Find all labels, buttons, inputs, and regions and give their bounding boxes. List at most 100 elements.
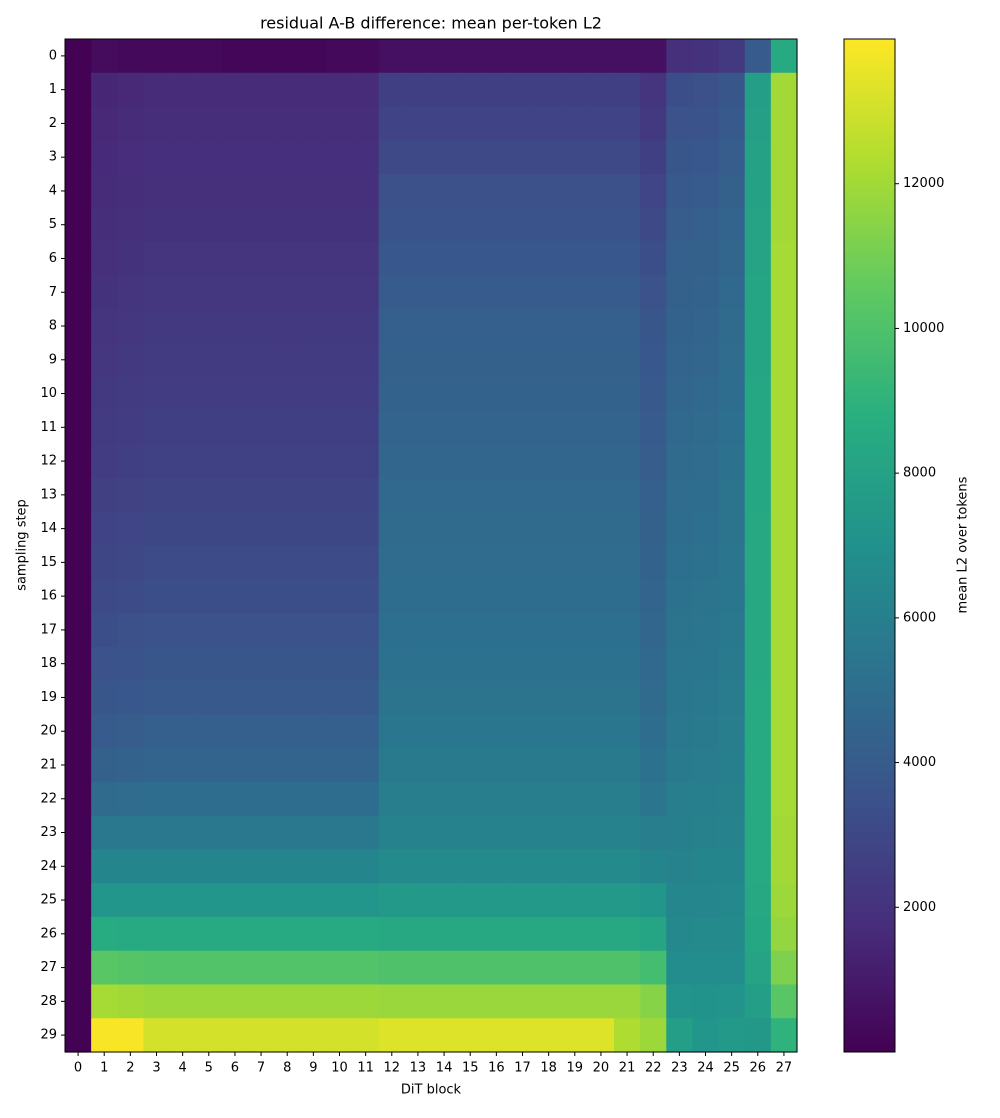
x-tick-label: 2 xyxy=(126,1061,134,1076)
heatmap-cell xyxy=(352,106,380,141)
heatmap-cell xyxy=(404,174,432,209)
heatmap-cell xyxy=(143,680,171,715)
heatmap-cell xyxy=(169,207,197,243)
heatmap-cell xyxy=(300,883,328,918)
heatmap-cell xyxy=(274,781,301,817)
heatmap-cell xyxy=(221,613,249,648)
heatmap-cell xyxy=(404,579,432,614)
heatmap-cell xyxy=(718,477,746,513)
heatmap-cell xyxy=(143,950,171,986)
heatmap-cell xyxy=(143,748,171,783)
heatmap-cell xyxy=(535,1018,563,1053)
heatmap-cell xyxy=(744,680,772,715)
heatmap-cell xyxy=(666,579,694,614)
heatmap-cell xyxy=(143,849,171,884)
heatmap-cell xyxy=(169,376,197,412)
heatmap-cell xyxy=(248,849,275,884)
heatmap-cell xyxy=(326,781,354,817)
y-tick-label: 26 xyxy=(40,926,57,941)
heatmap-cell xyxy=(770,781,798,817)
heatmap-cell xyxy=(326,309,354,344)
heatmap-cell xyxy=(378,545,406,580)
heatmap-cell xyxy=(744,309,772,344)
heatmap-cell xyxy=(117,241,145,276)
heatmap-cell xyxy=(770,1018,798,1053)
heatmap-cell xyxy=(404,511,432,547)
heatmap-cell xyxy=(65,410,92,445)
heatmap-cell xyxy=(91,39,118,74)
heatmap-cell xyxy=(587,444,615,479)
heatmap-cell xyxy=(744,275,772,310)
y-tick-label: 21 xyxy=(40,757,57,772)
heatmap-cell xyxy=(91,207,118,243)
heatmap-cell xyxy=(692,275,720,310)
heatmap-cell xyxy=(431,613,458,648)
heatmap-cell xyxy=(457,376,484,412)
y-tick-label: 0 xyxy=(49,48,57,63)
heatmap-cell xyxy=(404,275,432,310)
heatmap-cell xyxy=(274,342,301,378)
heatmap-cell xyxy=(143,613,171,648)
heatmap-cell xyxy=(587,950,615,986)
heatmap-cell xyxy=(535,207,563,243)
heatmap-cell xyxy=(248,444,275,479)
heatmap-cell xyxy=(509,1018,537,1053)
heatmap-cell xyxy=(195,140,223,175)
x-tick-label: 15 xyxy=(462,1061,479,1076)
heatmap-cell xyxy=(169,174,197,209)
heatmap-cell xyxy=(195,545,223,580)
heatmap-cell xyxy=(378,984,406,1019)
heatmap-cell xyxy=(378,579,406,614)
heatmap-cell xyxy=(692,646,720,682)
heatmap-cell xyxy=(274,241,301,276)
heatmap-cell xyxy=(221,477,249,513)
heatmap-cell xyxy=(117,748,145,783)
heatmap-cell xyxy=(431,309,458,344)
heatmap-cell xyxy=(770,376,798,412)
heatmap-cell xyxy=(117,477,145,513)
heatmap-cell xyxy=(457,714,484,749)
heatmap-cell xyxy=(274,849,301,884)
heatmap-cell xyxy=(535,511,563,547)
heatmap-cell xyxy=(692,916,720,952)
heatmap-cell xyxy=(169,511,197,547)
heatmap-cell xyxy=(65,680,92,715)
heatmap-cell xyxy=(744,241,772,276)
y-tick-label: 1 xyxy=(49,82,57,97)
heatmap-cell xyxy=(195,275,223,310)
heatmap-cell xyxy=(431,376,458,412)
heatmap-cell xyxy=(117,950,145,986)
heatmap-cell xyxy=(640,680,667,715)
heatmap-cell xyxy=(483,376,511,412)
heatmap-cell xyxy=(378,309,406,344)
heatmap-cell xyxy=(117,815,145,850)
heatmap-cell xyxy=(718,511,746,547)
y-tick-label: 19 xyxy=(40,690,57,705)
heatmap-cell xyxy=(221,579,249,614)
heatmap-cell xyxy=(457,140,484,175)
heatmap-cell xyxy=(378,646,406,682)
heatmap-cell xyxy=(483,410,511,445)
heatmap-cell xyxy=(195,680,223,715)
heatmap-cell xyxy=(117,39,145,74)
heatmap-cell xyxy=(614,342,641,378)
x-tick-label: 21 xyxy=(619,1061,636,1076)
heatmap-cell xyxy=(535,545,563,580)
y-tick-label: 18 xyxy=(40,656,57,671)
heatmap-cell xyxy=(614,545,641,580)
x-tick-label: 17 xyxy=(514,1061,531,1076)
heatmap-cell xyxy=(195,849,223,884)
heatmap-cell xyxy=(404,309,432,344)
heatmap-cell xyxy=(300,748,328,783)
heatmap-cell xyxy=(614,39,641,74)
heatmap-cell xyxy=(91,174,118,209)
heatmap-cell xyxy=(352,748,380,783)
heatmap-cell xyxy=(744,714,772,749)
heatmap-cell xyxy=(483,815,511,850)
heatmap-cell xyxy=(744,477,772,513)
heatmap-cell xyxy=(378,106,406,141)
heatmap-cell xyxy=(535,748,563,783)
heatmap-cell xyxy=(770,174,798,209)
heatmap-cell xyxy=(561,477,589,513)
heatmap-cell xyxy=(457,545,484,580)
